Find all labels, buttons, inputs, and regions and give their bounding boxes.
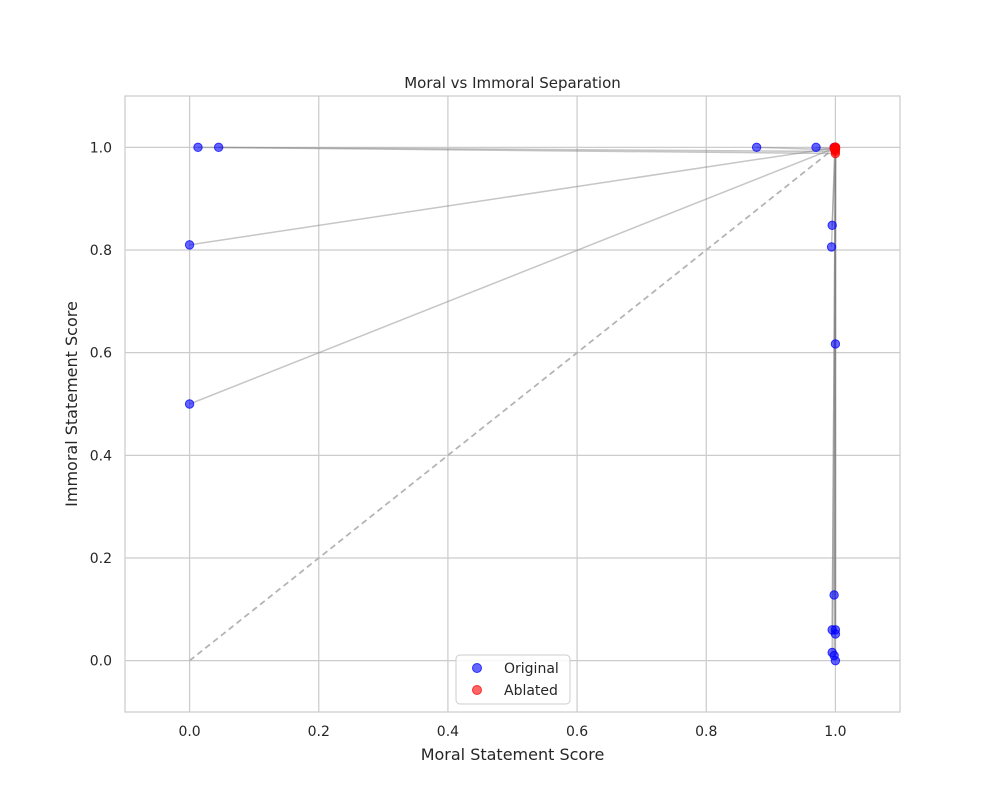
data-point-original [811, 142, 821, 153]
y-tick-label: 0.8 [90, 243, 112, 259]
connector-line [218, 146, 836, 153]
data-point-original [830, 339, 841, 349]
reference-diagonal [189, 146, 836, 662]
x-tick-label: 0.6 [566, 724, 588, 740]
data-point-original [829, 590, 839, 600]
connector-line [831, 147, 837, 226]
data-point-original [213, 142, 224, 153]
x-tick-label: 1.0 [824, 724, 846, 740]
data-points [184, 142, 841, 666]
data-point-original [184, 399, 195, 409]
connector-line [189, 147, 836, 405]
diagonal-reference-line [189, 146, 836, 662]
legend: Original Ablated [455, 654, 571, 705]
series-ablated [829, 142, 841, 159]
y-axis-label: Immoral Statement Score [62, 301, 81, 507]
x-tick-labels: 0.0 0.2 0.4 0.6 0.8 1.0 [178, 724, 846, 740]
data-point-original [193, 142, 203, 153]
legend-frame [455, 654, 571, 705]
y-tick-label: 0.2 [90, 551, 112, 567]
x-tick-label: 0.8 [695, 724, 717, 740]
data-point-ablated [830, 142, 841, 153]
y-tick-labels: 0.0 0.2 0.4 0.6 0.8 1.0 [90, 140, 112, 669]
x-tick-label: 0.2 [308, 724, 330, 740]
y-tick-label: 0.6 [90, 346, 112, 362]
connector-line [830, 147, 836, 247]
data-point-original [830, 655, 841, 666]
y-tick-label: 1.0 [90, 140, 112, 156]
legend-label-ablated: Ablated [504, 683, 558, 699]
connector-line [756, 146, 835, 151]
legend-label-original: Original [504, 661, 559, 677]
x-tick-label: 0.4 [437, 724, 459, 740]
plot-frame [124, 95, 901, 713]
x-axis-label: Moral Statement Score [421, 745, 605, 764]
data-point-original [184, 240, 195, 250]
x-tick-label: 0.0 [178, 724, 200, 740]
chart-title: Moral vs Immoral Separation [404, 74, 621, 92]
y-tick-label: 0.4 [90, 448, 112, 464]
legend-marker-original [472, 663, 482, 673]
connector-line [833, 147, 837, 656]
connector-line [189, 147, 835, 246]
legend-marker-ablated [472, 685, 482, 695]
data-point-original [751, 142, 762, 153]
connector-line [197, 146, 836, 155]
y-tick-label: 0.0 [90, 654, 112, 670]
data-point-original [830, 629, 841, 639]
data-point-original [826, 242, 837, 252]
data-point-original [827, 220, 837, 231]
connector-line [831, 148, 837, 653]
